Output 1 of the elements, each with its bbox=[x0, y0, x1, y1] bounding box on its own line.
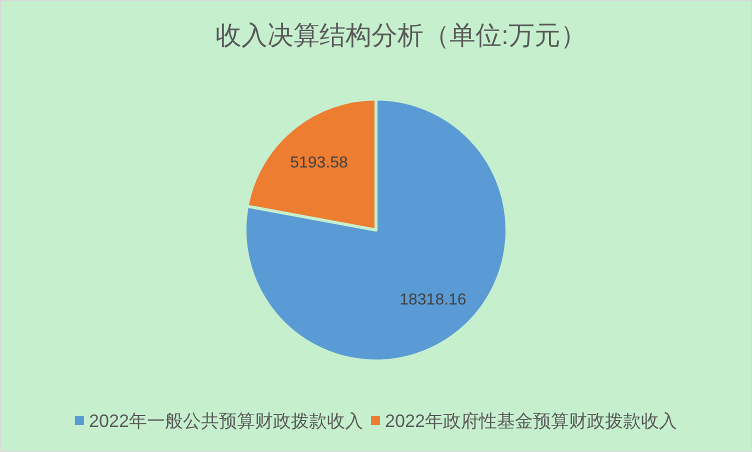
title: 收入决算结构分析（单位:万元） bbox=[215, 20, 587, 50]
